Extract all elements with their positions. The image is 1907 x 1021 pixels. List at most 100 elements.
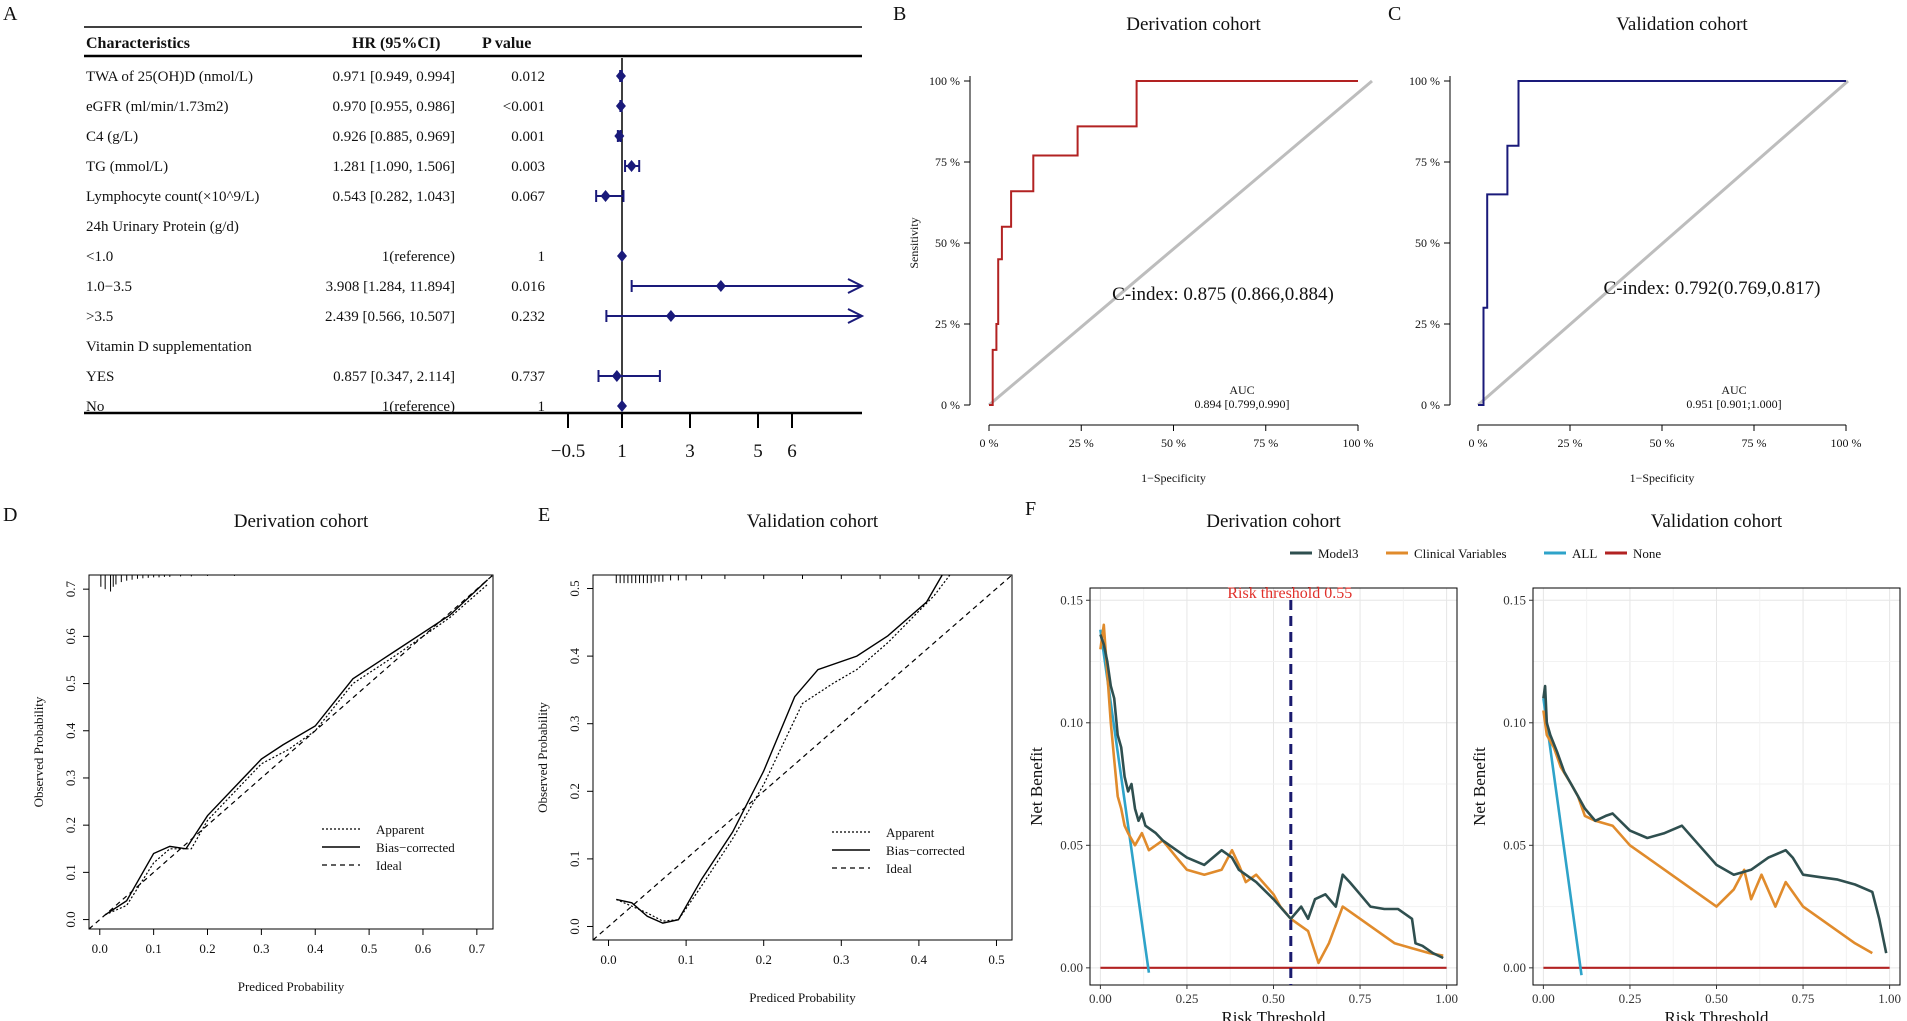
roc-c-index-annotation: C-index: 0.875 (0.866,0.884)	[1112, 284, 1334, 305]
forest-row-hr: 1(reference)	[382, 249, 455, 265]
roc-auc-label: AUC	[1721, 383, 1746, 397]
decision-threshold-label: Risk threshold 0.55	[1227, 585, 1352, 602]
decision-series-all	[1542, 698, 1583, 976]
forest-point-estimate	[665, 310, 676, 322]
calibration-x-tick-label: 0.5	[988, 952, 1004, 967]
forest-row-p: 1	[538, 399, 546, 415]
forest-row-hr: 0.970 [0.955, 0.986]	[333, 99, 456, 115]
forest-point-estimate	[617, 400, 627, 412]
calibration-y-tick-label: 0.3	[567, 716, 582, 732]
roc-y-tick-label: 75 %	[935, 155, 960, 169]
decision-x-tick-label: 0.00	[1532, 991, 1555, 1006]
forest-row-label: C4 (g/L)	[86, 129, 138, 145]
roc-y-tick-label: 100 %	[929, 74, 960, 88]
decision-y-tick-label: 0.00	[1503, 960, 1526, 975]
calibration-y-tick-label: 0.5	[567, 580, 582, 596]
roc-c-index-annotation: C-index: 0.792(0.769,0.817)	[1604, 278, 1821, 299]
calibration-y-tick-label: 0.3	[63, 770, 78, 786]
forest-point-estimate	[615, 70, 626, 82]
decision-x-tick-label: 1.00	[1435, 991, 1458, 1006]
roc-y-label: Sensitivity	[907, 217, 921, 268]
calibration-y-tick-label: 0.0	[567, 918, 582, 934]
calibration-y-tick-label: 0.4	[567, 647, 582, 664]
decision-x-label: Risk Threshold	[1221, 1008, 1326, 1021]
decision-legend-label: Model3	[1318, 546, 1358, 561]
decision-x-tick-label: 0.50	[1262, 991, 1285, 1006]
calibration-legend-label: Ideal	[886, 861, 912, 876]
roc-y-tick-label: 50 %	[1415, 236, 1440, 250]
forest-x-tick-label: 1	[617, 441, 627, 462]
calibration-plot-E: Validation cohort 0.0 0.1 0.2 0.3 0.4 0.5 0.0 0.…	[535, 511, 1013, 1005]
panel-letter-F: F	[1025, 498, 1036, 520]
forest-row-p: <0.001	[503, 99, 545, 115]
forest-row-hr: 3.908 [1.284, 11.894]	[326, 279, 455, 295]
roc-x-tick-label: 50 %	[1650, 436, 1675, 450]
forest-point-estimate	[617, 250, 627, 262]
forest-row-label: Lymphocyte count(×10^9/L)	[86, 189, 259, 205]
calibration-legend-label: Apparent	[376, 822, 425, 837]
decision-y-tick-label: 0.05	[1060, 837, 1083, 852]
calibration-y-tick-label: 0.0	[63, 911, 78, 927]
decision-legend-label: None	[1633, 546, 1661, 561]
roc-x-label: 1−Specificity	[1630, 471, 1695, 485]
roc-y-tick-label: 0 %	[1421, 398, 1440, 412]
calibration-y-tick-label: 0.1	[567, 851, 582, 867]
forest-row-label: YES	[86, 369, 114, 385]
calibration-x-label: Prediced Probability	[238, 979, 345, 994]
forest-row-label: Vitamin D supplementation	[86, 339, 252, 355]
roc-x-tick-label: 100 %	[1343, 436, 1374, 450]
calibration-x-tick-label: 0.2	[756, 952, 772, 967]
decision-series-clinical-variables	[1542, 710, 1873, 955]
forest-row-label: No	[86, 399, 104, 415]
calibration-x-tick-label: 0.1	[146, 941, 162, 956]
calibration-y-tick-label: 0.2	[63, 817, 78, 833]
calibration-y-tick-label: 0.6	[63, 628, 78, 645]
calibration-y-tick-label: 0.2	[567, 783, 582, 799]
forest-row-label: 1.0−3.5	[86, 279, 132, 295]
decision-curve-title: Validation cohort	[1651, 511, 1783, 532]
forest-point-estimate	[614, 130, 625, 142]
calibration-y-tick-label: 0.5	[63, 675, 78, 691]
calibration-legend-label: Bias−corrected	[376, 840, 455, 855]
roc-plot-B: Derivation cohort 0 % 0 % 25 % 25 % 50 % 50 % 7…	[907, 14, 1374, 485]
calibration-title: Validation cohort	[747, 511, 879, 532]
forest-row-label: eGFR (ml/min/1.73m2)	[86, 99, 229, 115]
forest-row-p: 0.003	[511, 159, 545, 175]
decision-x-label: Risk Threshold	[1664, 1008, 1769, 1021]
decision-y-tick-label: 0.10	[1060, 715, 1083, 730]
calibration-apparent-line	[616, 574, 951, 922]
decision-y-tick-label: 0.10	[1503, 715, 1526, 730]
roc-x-tick-label: 0 %	[1469, 436, 1488, 450]
forest-point-estimate	[626, 160, 637, 172]
roc-title: Derivation cohort	[1126, 14, 1261, 35]
roc-x-tick-label: 25 %	[1069, 436, 1094, 450]
decision-y-tick-label: 0.00	[1060, 960, 1083, 975]
roc-x-tick-label: 75 %	[1253, 436, 1278, 450]
calibration-ideal-line	[88, 574, 494, 930]
roc-reference-diagonal	[1477, 79, 1849, 407]
roc-curve	[1478, 80, 1846, 406]
calibration-y-label: Observed Probability	[535, 702, 550, 813]
decision-x-tick-label: 0.75	[1792, 991, 1815, 1006]
decision-curve-F: Derivation cohort 0.00 0.25 0.50 0.75 1.00 0.0…	[1027, 511, 1458, 1021]
calibration-x-label: Prediced Probability	[749, 990, 856, 1005]
forest-ci-arrow	[847, 278, 865, 294]
roc-auc-label: AUC	[1229, 383, 1254, 397]
panel-letter-B: B	[893, 3, 906, 25]
roc-y-tick-label: 0 %	[941, 398, 960, 412]
forest-row-p: 0.012	[511, 69, 545, 85]
calibration-title: Derivation cohort	[234, 511, 369, 532]
calibration-x-tick-label: 0.1	[678, 952, 694, 967]
forest-row-label: >3.5	[86, 309, 113, 325]
calibration-x-tick-label: 0.0	[92, 941, 108, 956]
panel-letter-E: E	[538, 504, 550, 526]
calibration-x-tick-label: 0.3	[253, 941, 269, 956]
decision-y-tick-label: 0.05	[1503, 837, 1526, 852]
forest-point-estimate	[611, 370, 622, 382]
decision-x-tick-label: 0.00	[1089, 991, 1112, 1006]
decision-legend: Model3 Clinical Variables ALL None	[1290, 546, 1661, 561]
calibration-x-tick-label: 0.2	[199, 941, 215, 956]
calibration-y-tick-label: 0.4	[63, 722, 78, 739]
decision-curve-F2: Validation cohort 0.00 0.25 0.50 0.75 1.00 0.0…	[1470, 511, 1901, 1021]
